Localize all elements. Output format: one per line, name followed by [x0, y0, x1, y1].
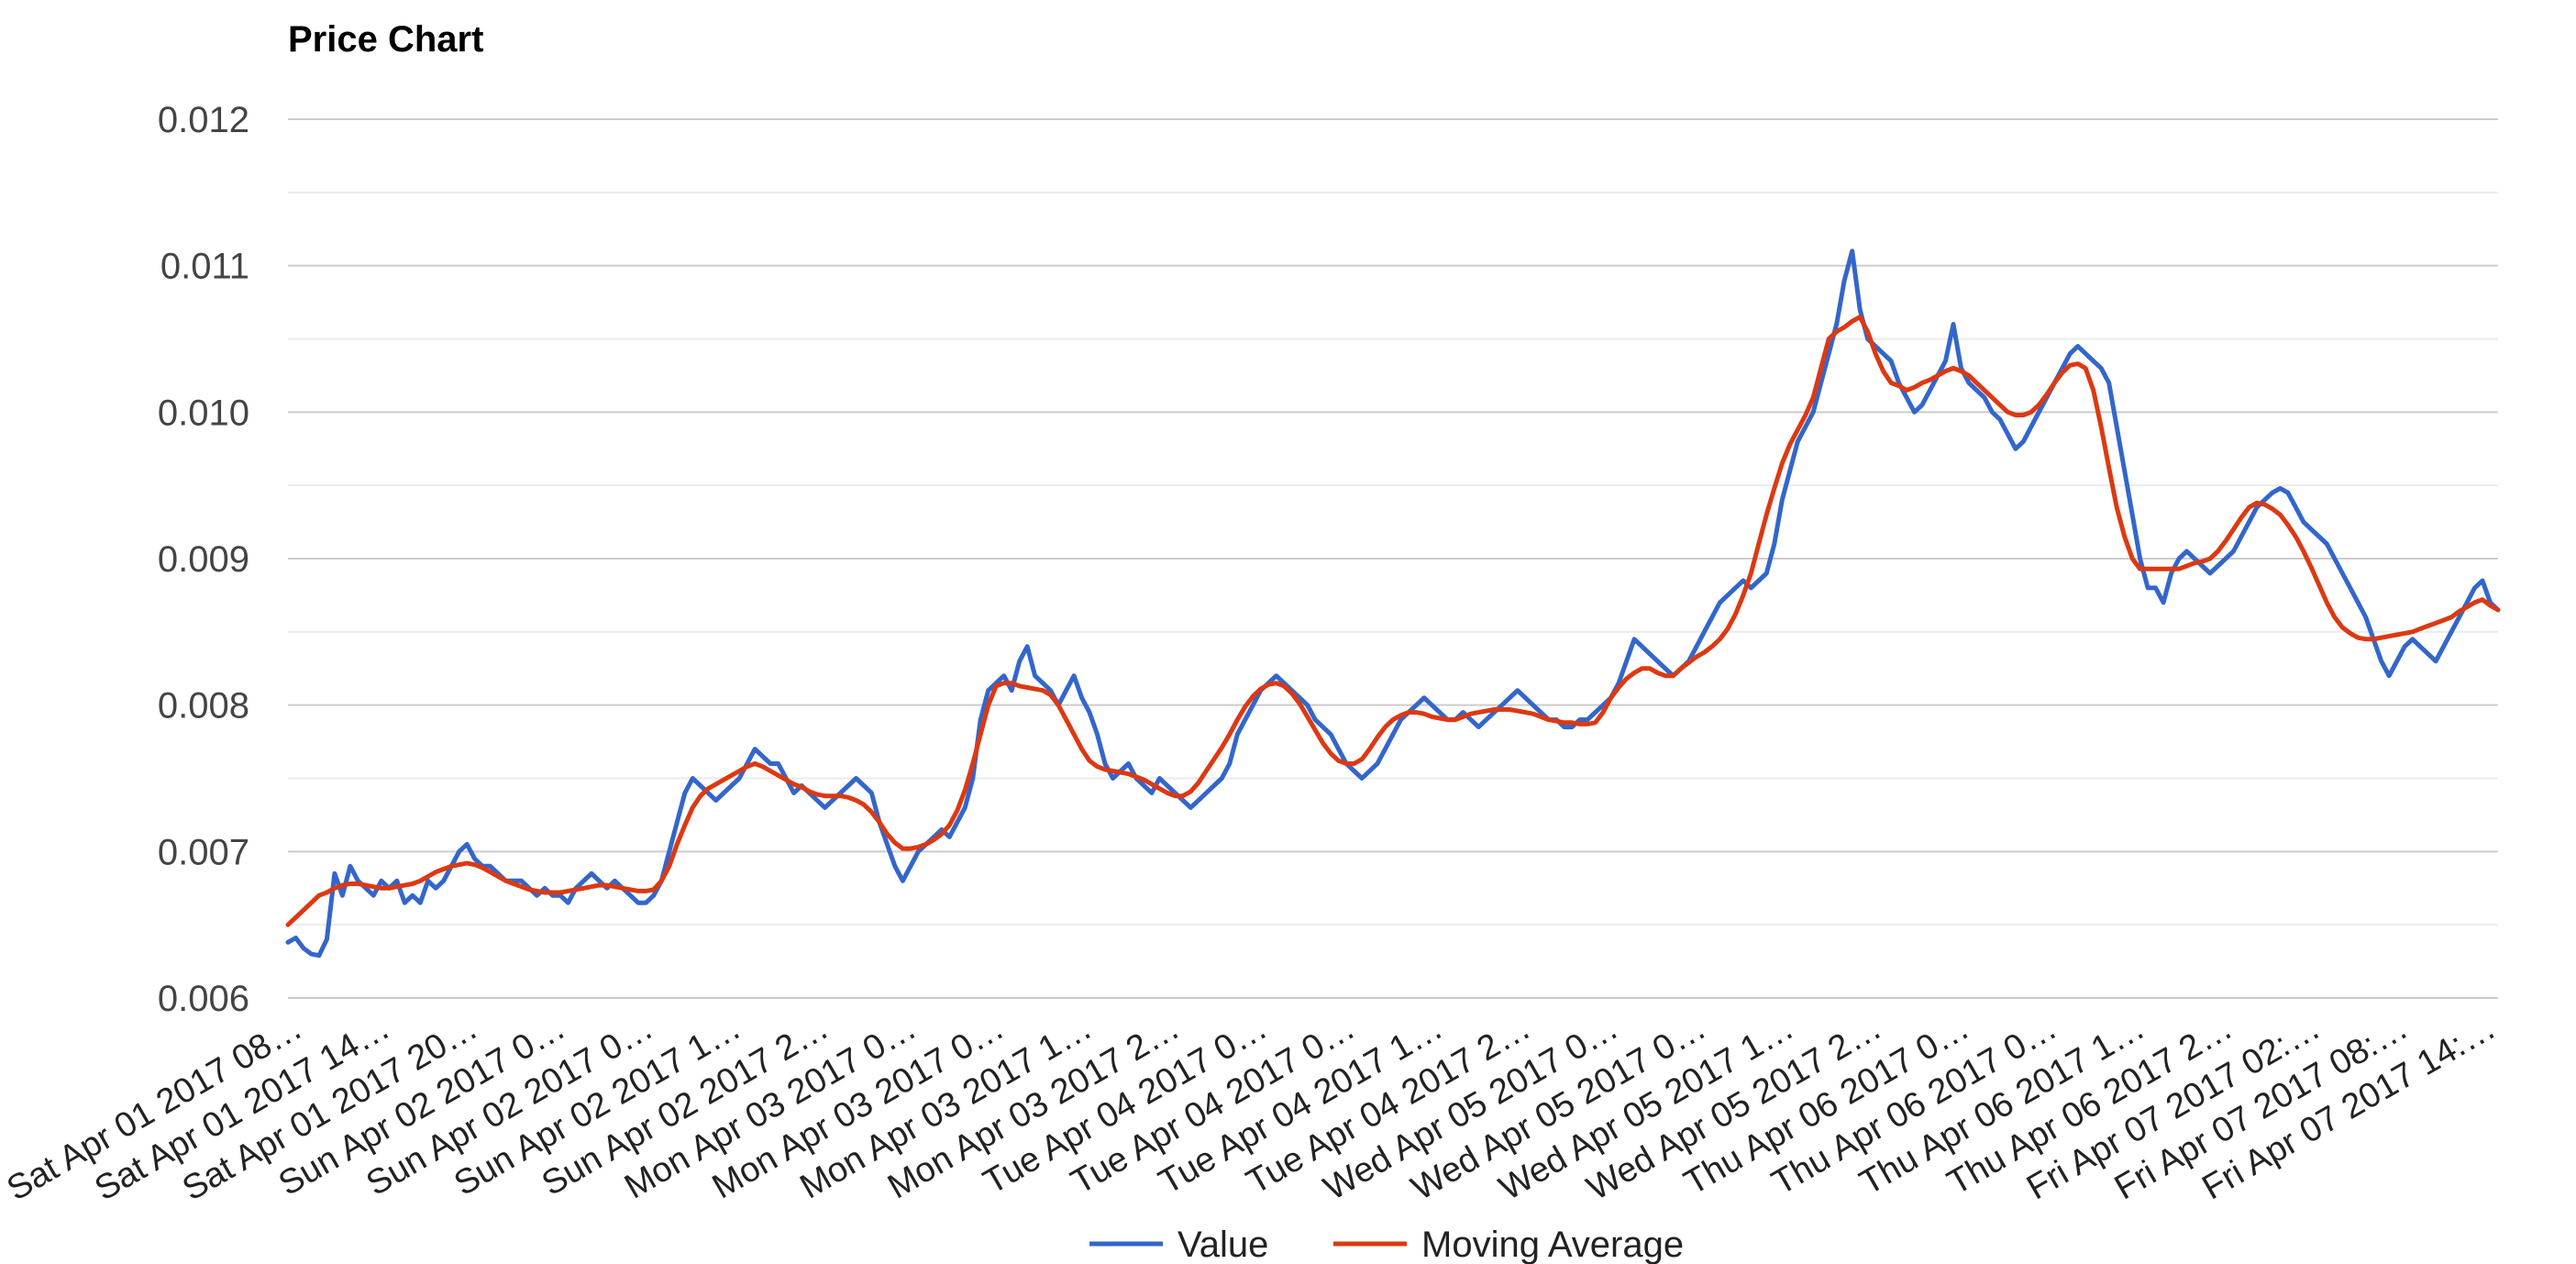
y-tick-label: 0.008 — [158, 686, 249, 726]
value-series-line — [285, 249, 2501, 959]
y-tick-label: 0.006 — [158, 979, 249, 1019]
y-tick-label: 0.009 — [158, 539, 249, 580]
x-axis-tick-labels: Sat Apr 01 2017 08…Sat Apr 01 2017 14…Sa… — [1, 1008, 2503, 1208]
chart-title: Price Chart — [288, 19, 483, 60]
gridlines — [288, 118, 2498, 999]
legend: Value Moving Average — [1089, 1225, 1684, 1264]
legend-label-value: Value — [1177, 1225, 1268, 1264]
moving-average-series-line — [285, 315, 2501, 927]
y-tick-label: 0.011 — [160, 247, 249, 287]
y-tick-label: 0.010 — [158, 393, 249, 433]
y-tick-label: 0.012 — [158, 100, 249, 140]
y-axis-tick-labels: 0.006 0.007 0.008 0.009 0.010 0.011 0.012 — [158, 100, 249, 1019]
y-tick-label: 0.007 — [158, 832, 249, 872]
legend-label-moving-average: Moving Average — [1421, 1225, 1684, 1264]
series-lines — [285, 249, 2501, 959]
